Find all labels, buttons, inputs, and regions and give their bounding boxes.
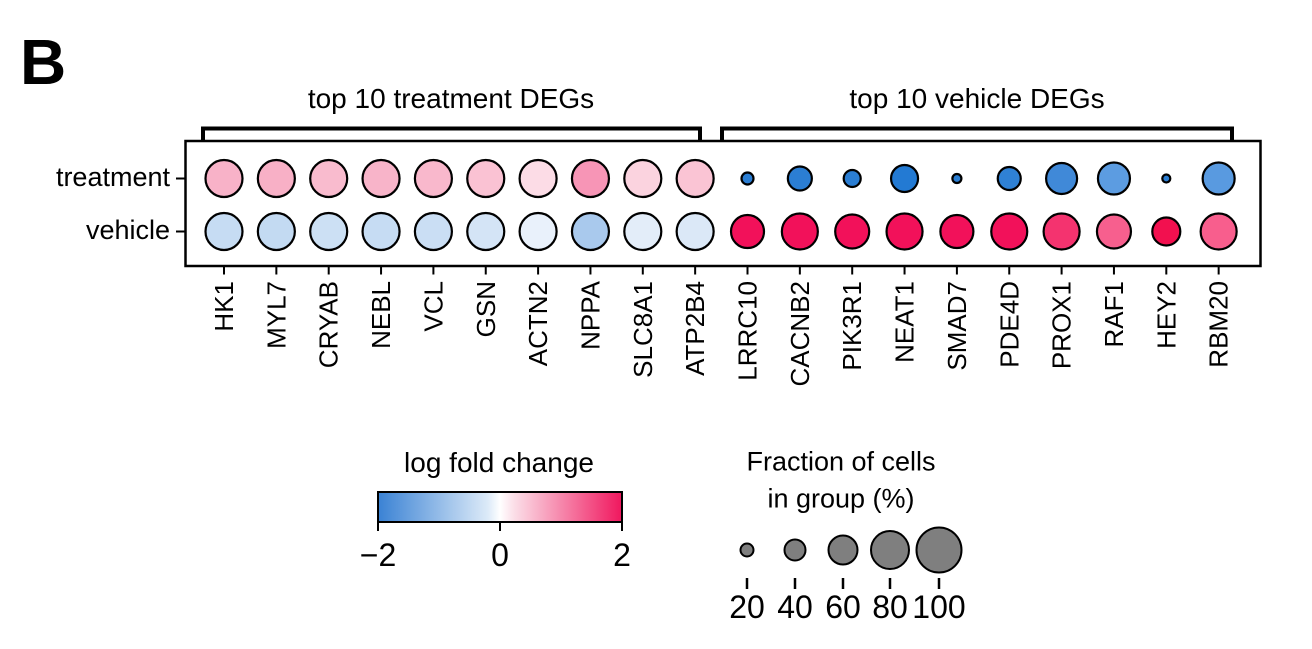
- gene-label-MYL7: MYL7: [261, 281, 291, 349]
- size-legend-tick-label: 80: [872, 589, 908, 625]
- colorbar-tick-label: 0: [491, 537, 509, 573]
- dot-treatment-ATP2B4: [675, 158, 715, 199]
- dot-vehicle-RBM20: [1199, 212, 1238, 251]
- dot-treatment-CRYAB: [309, 158, 349, 199]
- dot-treatment-SLC8A1: [623, 158, 663, 199]
- size-legend-tick-label: 40: [777, 589, 813, 625]
- dot-vehicle-PDE4D: [990, 212, 1029, 251]
- size-legend-tick-label: 100: [912, 589, 965, 625]
- dot-treatment-SMAD7: [951, 172, 963, 185]
- gene-label-CRYAB: CRYAB: [314, 281, 344, 368]
- gene-label-PIK3R1: PIK3R1: [837, 281, 867, 371]
- gene-label-RBM20: RBM20: [1204, 281, 1234, 368]
- dot-treatment-CACNB2: [786, 165, 813, 192]
- row-label-treatment: treatment: [55, 161, 170, 192]
- size-legend-title-line2: in group (%): [767, 483, 915, 514]
- size-legend-dot: [827, 534, 859, 566]
- size-legend-dot: [915, 526, 963, 574]
- gene-label-NEAT1: NEAT1: [890, 281, 920, 363]
- dot-treatment-LRRC10: [740, 171, 755, 186]
- dot-treatment-VCL: [413, 158, 453, 199]
- dot-vehicle-HEY2: [1151, 216, 1182, 247]
- gene-label-VCL: VCL: [418, 281, 448, 332]
- dot-vehicle-HK1: [204, 211, 244, 252]
- dot-treatment-PROX1: [1044, 161, 1079, 196]
- dot-treatment-ACTN2: [518, 158, 558, 199]
- dot-vehicle-SMAD7: [939, 213, 975, 250]
- row-label-vehicle: vehicle: [85, 214, 170, 245]
- dot-vehicle-GSN: [466, 211, 506, 252]
- group-bracket: [201, 126, 702, 141]
- gene-label-CACNB2: CACNB2: [785, 281, 815, 386]
- dot-treatment-NEBL: [361, 158, 401, 199]
- dot-treatment-PIK3R1: [842, 168, 862, 189]
- size-legend-title-line1: Fraction of cells: [746, 446, 936, 477]
- gene-label-LRRC10: LRRC10: [733, 281, 763, 381]
- gene-label-ACTN2: ACTN2: [523, 281, 553, 366]
- dot-treatment-RAF1: [1096, 161, 1132, 196]
- group-header-treatment-degs: top 10 treatment DEGs: [307, 83, 595, 114]
- group-header-vehicle-degs: top 10 vehicle DEGs: [849, 83, 1105, 114]
- size-legend-dot: [739, 542, 755, 558]
- colorbar-tick-label: 2: [613, 537, 631, 573]
- colorbar: [377, 491, 623, 523]
- dot-treatment-GSN: [466, 158, 506, 199]
- dot-vehicle-LRRC10: [729, 213, 766, 250]
- dot-vehicle-ACTN2: [518, 211, 558, 252]
- dot-treatment-NEAT1: [889, 163, 920, 194]
- gene-label-RAF1: RAF1: [1099, 281, 1129, 347]
- gene-label-ATP2B4: ATP2B4: [680, 281, 710, 376]
- colorbar-title: log fold change: [404, 447, 594, 478]
- gene-label-HK1: HK1: [209, 281, 239, 332]
- plot-box: [184, 139, 1262, 268]
- gene-label-GSN: GSN: [471, 281, 501, 337]
- dot-vehicle-NEAT1: [885, 212, 924, 251]
- dot-treatment-NPPA: [570, 158, 611, 199]
- size-legend-dot: [783, 538, 807, 562]
- colorbar-tick-label: −2: [360, 537, 396, 573]
- dot-vehicle-RAF1: [1095, 213, 1133, 250]
- gene-label-NEBL: NEBL: [366, 281, 396, 349]
- gene-label-SMAD7: SMAD7: [942, 281, 972, 371]
- size-legend-dot: [870, 530, 910, 570]
- size-legend-tick-label: 20: [729, 589, 765, 625]
- dot-treatment-RBM20: [1201, 161, 1236, 196]
- group-bracket: [720, 126, 1234, 141]
- dot-treatment-HK1: [204, 158, 244, 199]
- dot-treatment-MYL7: [256, 158, 296, 199]
- size-legend-tick-label: 60: [825, 589, 861, 625]
- dot-vehicle-VCL: [413, 211, 453, 252]
- gene-label-PDE4D: PDE4D: [994, 281, 1024, 368]
- dot-vehicle-NEBL: [361, 211, 401, 252]
- dot-vehicle-PROX1: [1042, 212, 1081, 251]
- panel-label: B: [20, 26, 67, 98]
- dot-treatment-PDE4D: [996, 165, 1022, 192]
- gene-label-SLC8A1: SLC8A1: [628, 281, 658, 378]
- dot-vehicle-PIK3R1: [834, 213, 871, 250]
- dot-treatment-HEY2: [1161, 173, 1172, 184]
- dot-vehicle-ATP2B4: [675, 211, 715, 252]
- dot-vehicle-CRYAB: [309, 211, 349, 252]
- dot-vehicle-NPPA: [570, 211, 611, 252]
- gene-label-HEY2: HEY2: [1151, 281, 1181, 349]
- dot-vehicle-SLC8A1: [623, 211, 663, 252]
- gene-label-NPPA: NPPA: [575, 280, 605, 350]
- dot-vehicle-CACNB2: [780, 212, 819, 251]
- dot-vehicle-MYL7: [256, 211, 296, 252]
- gene-label-PROX1: PROX1: [1047, 281, 1077, 369]
